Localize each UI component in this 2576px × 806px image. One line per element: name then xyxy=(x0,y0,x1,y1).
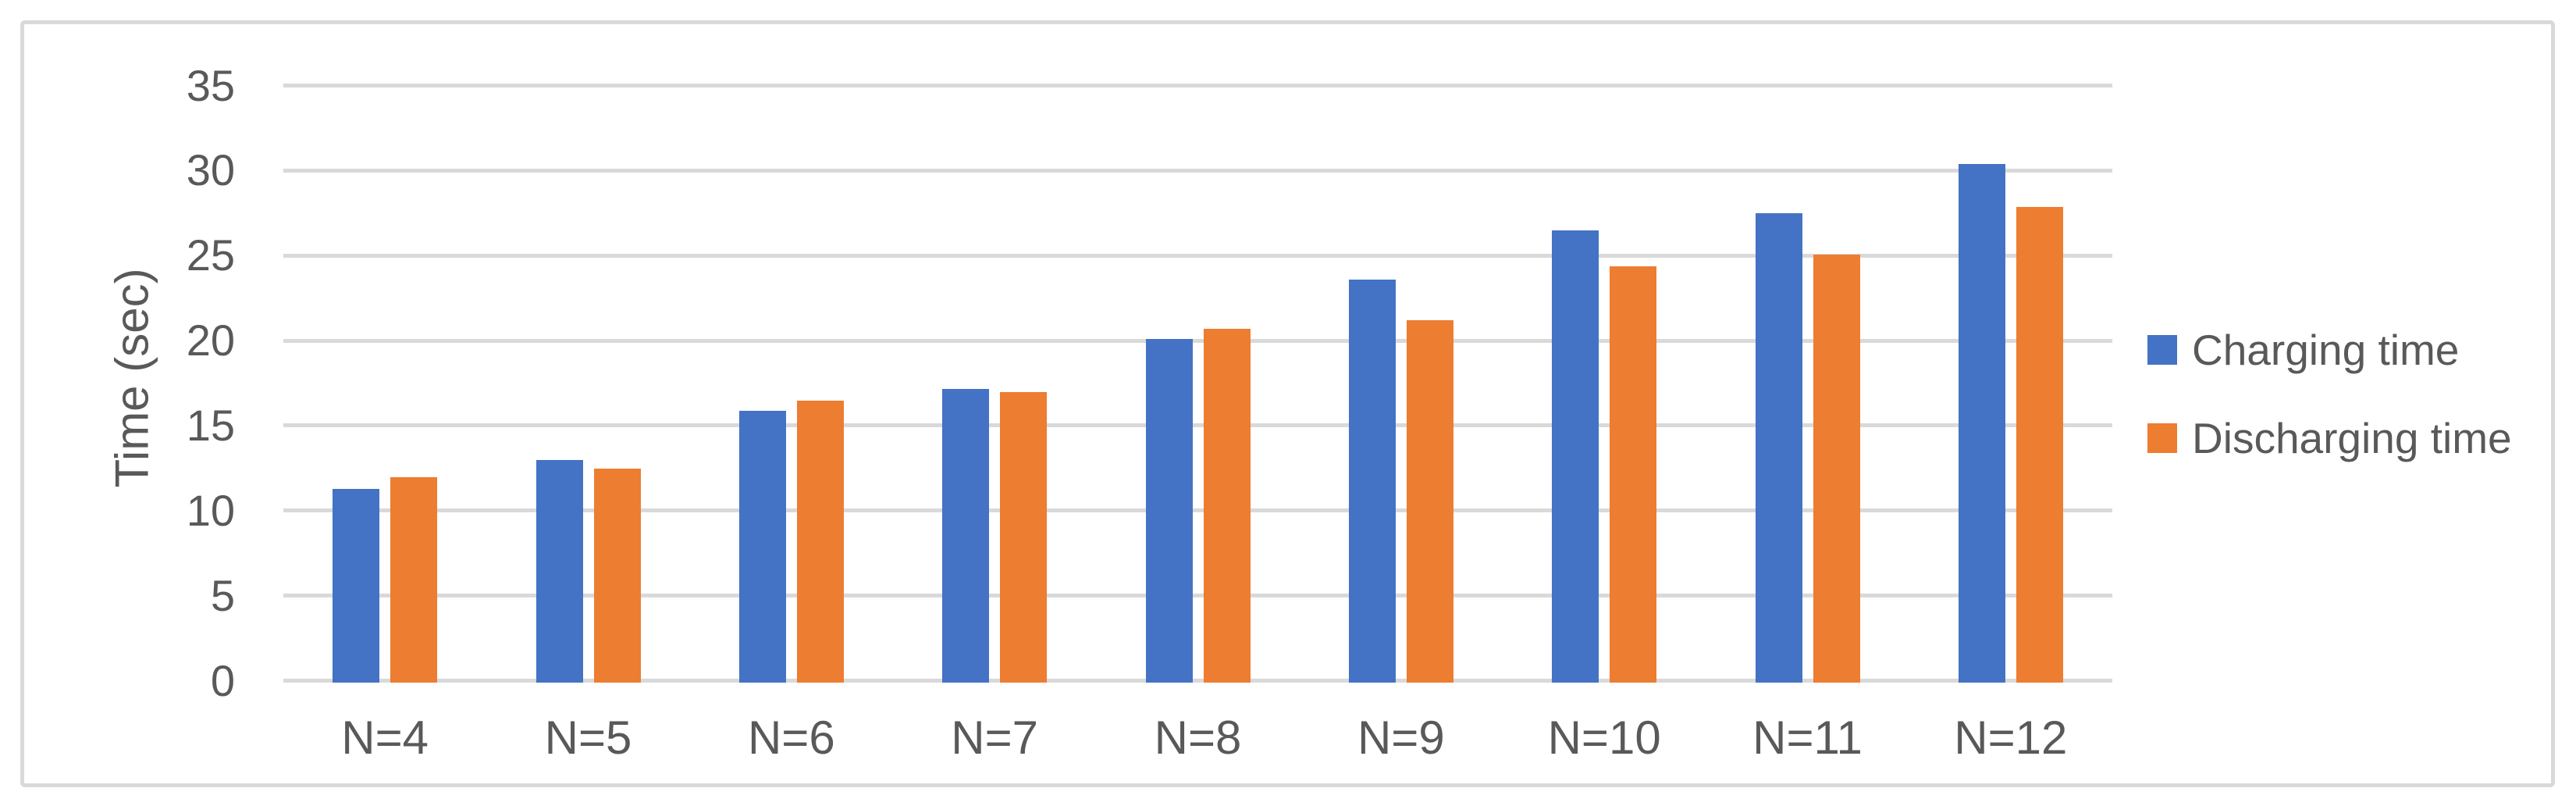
x-axis-label-n=10: N=10 xyxy=(1547,711,1661,764)
gridline-y-15 xyxy=(283,423,2112,428)
y-tick-label-5: 5 xyxy=(210,570,235,620)
x-axis-label-n=9: N=9 xyxy=(1357,711,1445,764)
x-axis-label-n=7: N=7 xyxy=(951,711,1039,764)
gridline-y-30 xyxy=(283,168,2112,173)
y-tick-label-35: 35 xyxy=(186,60,235,110)
gridline-y-35 xyxy=(283,84,2112,87)
x-axis-label-n=8: N=8 xyxy=(1154,711,1242,764)
bar-n=8-charging xyxy=(1145,339,1193,683)
chart-card: Time (sec) 0 5 10 15 20 25 30 35 N=4 N=5 N=6 N=7 N=… xyxy=(20,20,2555,787)
x-axis-label-n=4: N=4 xyxy=(341,711,429,764)
bar-n=12-discharging xyxy=(2016,206,2063,683)
gridline-y-10 xyxy=(283,508,2112,513)
y-tick-label-25: 25 xyxy=(186,230,235,280)
gridline-y-20 xyxy=(283,338,2112,343)
bar-n=7-discharging xyxy=(1000,391,1048,683)
bar-n=10-charging xyxy=(1552,230,1599,683)
y-tick-label-30: 30 xyxy=(186,145,235,195)
y-axis-title: Time (sec) xyxy=(105,268,158,488)
bar-n=12-charging xyxy=(1958,164,2005,683)
gridline-y-5 xyxy=(283,594,2112,598)
bar-n=10-discharging xyxy=(1610,266,1657,683)
bar-n=9-discharging xyxy=(1406,320,1453,683)
charging-swatch-icon xyxy=(2147,335,2177,365)
bar-n=7-charging xyxy=(942,388,990,683)
y-tick-label-15: 15 xyxy=(186,400,235,450)
x-axis-label-n=12: N=12 xyxy=(1954,711,2068,764)
x-axis-label-n=5: N=5 xyxy=(544,711,632,764)
plot-area xyxy=(283,84,2112,683)
legend-item-discharging-time: Discharging time xyxy=(2147,410,2512,466)
discharging-swatch-icon xyxy=(2147,423,2177,453)
x-axis-label-n=11: N=11 xyxy=(1752,711,1863,764)
x-axis-label-n=6: N=6 xyxy=(747,711,835,764)
bar-n=4-charging xyxy=(333,488,380,683)
bar-n=5-charging xyxy=(535,459,583,683)
legend-label-discharging-time: Discharging time xyxy=(2192,414,2512,462)
gridline-y-25 xyxy=(283,253,2112,258)
bar-n=11-charging xyxy=(1755,213,1802,683)
bar-n=6-discharging xyxy=(796,400,844,683)
y-tick-label-10: 10 xyxy=(186,485,235,535)
y-tick-label-0: 0 xyxy=(210,655,235,705)
bar-n=6-charging xyxy=(738,410,786,683)
bar-n=11-discharging xyxy=(1813,254,1860,683)
legend-label-charging-time: Charging time xyxy=(2192,326,2460,374)
gridline-y-0 xyxy=(283,679,2112,683)
bar-n=9-charging xyxy=(1348,280,1396,683)
bar-n=5-discharging xyxy=(593,468,641,683)
legend-item-charging-time: Charging time xyxy=(2147,322,2459,378)
bar-n=4-discharging xyxy=(390,476,438,683)
y-tick-label-20: 20 xyxy=(186,316,235,366)
bar-n=8-discharging xyxy=(1203,329,1251,683)
